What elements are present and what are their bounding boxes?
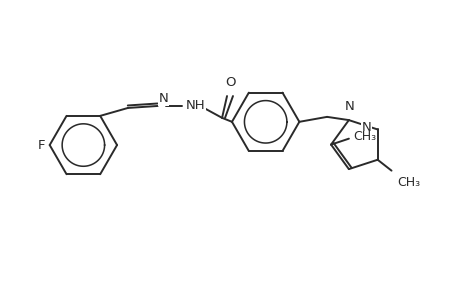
Text: CH₃: CH₃ — [352, 130, 375, 143]
Text: O: O — [224, 76, 235, 89]
Text: N: N — [361, 121, 371, 134]
Text: F: F — [38, 139, 45, 152]
Text: N: N — [158, 92, 168, 105]
Text: NH: NH — [185, 100, 205, 112]
Text: N: N — [344, 100, 354, 113]
Text: CH₃: CH₃ — [397, 176, 420, 189]
